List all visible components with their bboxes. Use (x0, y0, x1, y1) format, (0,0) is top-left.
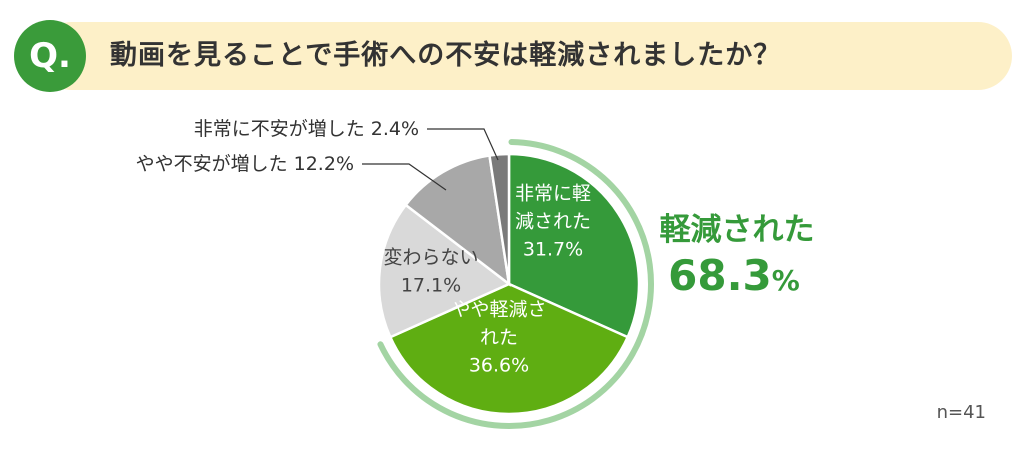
slice-category-label: 変わらない (383, 247, 478, 269)
summary-value: 68.3% (668, 251, 800, 300)
slice-category-label: れた (480, 327, 518, 349)
pie-slice (507, 152, 641, 339)
summary-label: 軽減された (660, 212, 815, 248)
slice-category-label: 減された (515, 211, 591, 233)
slice-value-label: 36.6% (469, 355, 529, 377)
question-bar: Q. 動画を見ることで手術への不安は軽減されましたか？ (14, 20, 1012, 92)
question-bar-background (38, 22, 1012, 90)
question-badge: Q. (14, 20, 86, 92)
leader-line (362, 163, 447, 191)
pie-slice (404, 154, 511, 287)
slice-value-label: 17.1% (401, 275, 461, 297)
slice-category-label: 非常に軽 (515, 183, 591, 205)
leader-line (427, 128, 499, 161)
summary-ring-arc (377, 139, 654, 429)
pie-slice (377, 203, 512, 339)
sample-size-label: n=41 (936, 402, 986, 423)
slice-category-label: やや軽減さ (451, 299, 546, 321)
question-text: 動画を見ることで手術への不安は軽減されましたか？ (110, 40, 782, 71)
pie-slice (488, 152, 511, 285)
slice-outside-label: 非常に不安が増した 2.4% (194, 118, 419, 140)
slice-value-label: 31.7% (523, 239, 583, 261)
pie-slice (388, 282, 630, 416)
slice-outside-label: やや不安が増した 12.2% (136, 153, 354, 175)
